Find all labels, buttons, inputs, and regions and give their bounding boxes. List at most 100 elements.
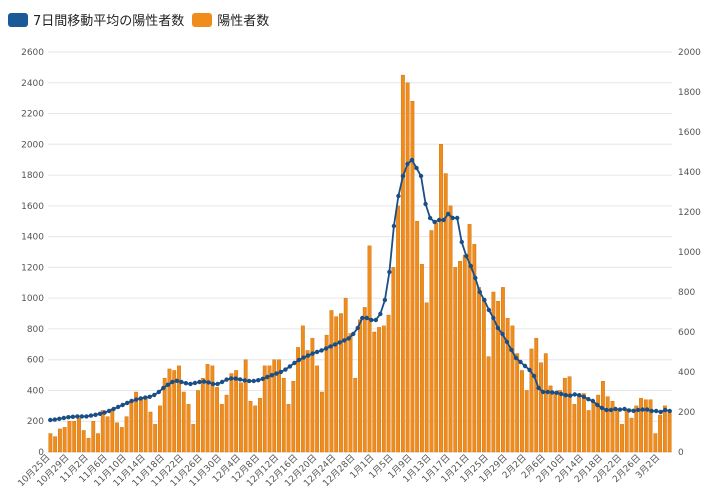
bar[interactable] — [520, 370, 524, 453]
moving-average-point[interactable] — [396, 193, 401, 199]
moving-average-point[interactable] — [156, 389, 161, 395]
moving-average-point[interactable] — [228, 376, 234, 381]
bar[interactable] — [477, 287, 481, 453]
bar[interactable] — [629, 417, 634, 453]
bar[interactable] — [634, 405, 639, 453]
bar[interactable] — [534, 337, 539, 453]
bar[interactable] — [162, 377, 167, 453]
moving-average-point[interactable] — [292, 360, 297, 366]
bar[interactable] — [348, 333, 353, 453]
moving-average-point[interactable] — [658, 409, 663, 415]
bar[interactable] — [343, 297, 348, 453]
moving-average-point[interactable] — [219, 379, 225, 385]
moving-average-point[interactable] — [129, 398, 134, 404]
bar[interactable] — [581, 393, 586, 453]
moving-average-point[interactable] — [522, 363, 528, 369]
bar[interactable] — [372, 331, 377, 453]
moving-average-point[interactable] — [391, 223, 397, 229]
bar[interactable] — [443, 173, 448, 453]
bar[interactable] — [210, 365, 215, 453]
bar[interactable] — [439, 144, 443, 453]
moving-average-point[interactable] — [586, 397, 591, 402]
bar[interactable] — [296, 347, 300, 453]
moving-average-point[interactable] — [635, 407, 641, 413]
moving-average-point[interactable] — [102, 410, 107, 415]
bar[interactable] — [286, 404, 291, 453]
bar[interactable] — [243, 359, 248, 453]
moving-average-point[interactable] — [563, 393, 568, 398]
moving-average-point[interactable] — [649, 408, 654, 414]
bar[interactable] — [610, 401, 615, 453]
bar[interactable] — [115, 422, 119, 453]
bar[interactable] — [529, 348, 534, 453]
bar[interactable] — [77, 417, 81, 453]
moving-average-point[interactable] — [640, 407, 645, 412]
bar[interactable] — [205, 364, 210, 453]
bar[interactable] — [300, 325, 305, 453]
bar[interactable] — [358, 319, 362, 453]
bar[interactable] — [262, 365, 267, 453]
moving-average-point[interactable] — [459, 239, 464, 245]
moving-average-point[interactable] — [468, 263, 473, 269]
moving-average-point[interactable] — [269, 373, 275, 378]
moving-average-point[interactable] — [310, 351, 315, 356]
bar[interactable] — [362, 307, 367, 453]
bar[interactable] — [643, 399, 648, 453]
moving-average-point[interactable] — [604, 407, 609, 413]
moving-average-point[interactable] — [305, 353, 311, 358]
moving-average-point[interactable] — [414, 165, 419, 171]
bar[interactable] — [453, 267, 458, 453]
moving-average-point[interactable] — [274, 371, 279, 376]
moving-average-point[interactable] — [84, 414, 89, 419]
moving-average-point[interactable] — [355, 325, 360, 331]
moving-average-point[interactable] — [210, 381, 216, 387]
moving-average-point[interactable] — [111, 406, 116, 412]
bar[interactable] — [267, 365, 272, 453]
bar[interactable] — [481, 297, 486, 453]
moving-average-point[interactable] — [653, 408, 659, 414]
moving-average-point[interactable] — [559, 391, 564, 397]
moving-average-point[interactable] — [188, 381, 193, 387]
moving-average-point[interactable] — [527, 367, 532, 373]
moving-average-point[interactable] — [504, 339, 510, 345]
bar[interactable] — [319, 391, 324, 453]
bar[interactable] — [601, 381, 605, 453]
bar[interactable] — [153, 424, 158, 453]
moving-average-point[interactable] — [115, 404, 121, 410]
bar[interactable] — [229, 373, 234, 453]
bar[interactable] — [386, 314, 391, 453]
bar[interactable] — [305, 350, 310, 453]
moving-average-point[interactable] — [409, 157, 415, 163]
moving-average-point[interactable] — [233, 376, 238, 381]
moving-average-point[interactable] — [540, 389, 546, 395]
bar[interactable] — [277, 359, 281, 453]
bar[interactable] — [577, 394, 582, 453]
bar[interactable] — [224, 394, 229, 453]
bar[interactable] — [448, 205, 453, 453]
bar[interactable] — [200, 377, 205, 453]
moving-average-point[interactable] — [477, 289, 483, 295]
moving-average-point[interactable] — [622, 406, 627, 412]
moving-average-point[interactable] — [351, 331, 356, 337]
bar[interactable] — [510, 325, 515, 453]
moving-average-point[interactable] — [296, 357, 302, 363]
moving-average-point[interactable] — [581, 394, 587, 399]
bar[interactable] — [615, 408, 620, 453]
moving-average-point[interactable] — [251, 378, 256, 384]
moving-average-point[interactable] — [197, 379, 202, 385]
moving-average-point[interactable] — [513, 355, 519, 361]
bar[interactable] — [272, 359, 277, 453]
bar[interactable] — [334, 316, 339, 453]
moving-average-point[interactable] — [360, 315, 365, 321]
moving-average-point[interactable] — [455, 215, 460, 221]
moving-average-point[interactable] — [179, 379, 184, 385]
bar[interactable] — [167, 368, 172, 453]
moving-average-point[interactable] — [626, 408, 632, 413]
moving-average-point[interactable] — [554, 390, 559, 395]
moving-average-point[interactable] — [152, 392, 157, 398]
moving-average-point[interactable] — [445, 211, 451, 217]
moving-average-point[interactable] — [346, 336, 351, 341]
moving-average-point[interactable] — [341, 338, 347, 343]
bar[interactable] — [562, 377, 567, 453]
moving-average-point[interactable] — [599, 405, 605, 411]
